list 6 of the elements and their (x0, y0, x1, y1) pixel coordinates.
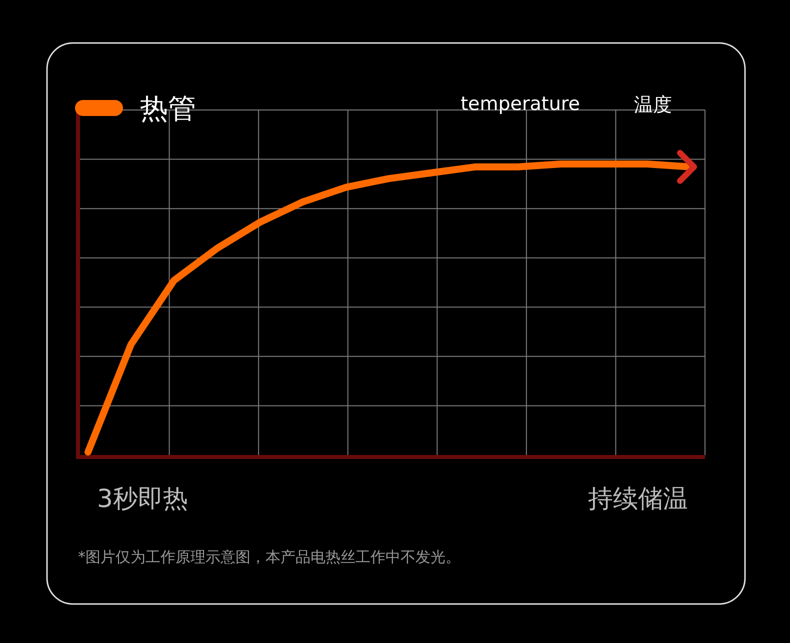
text: 3秒即热 (97, 484, 188, 513)
text: *图片仅为工作原理示意图，本产品电热丝工作中不发光。 (78, 548, 460, 566)
text: temperature (460, 93, 580, 115)
y-axis-title: 温度 (634, 94, 672, 116)
text: 持续储温 (588, 484, 688, 513)
legend-label: 热管 (140, 92, 196, 125)
